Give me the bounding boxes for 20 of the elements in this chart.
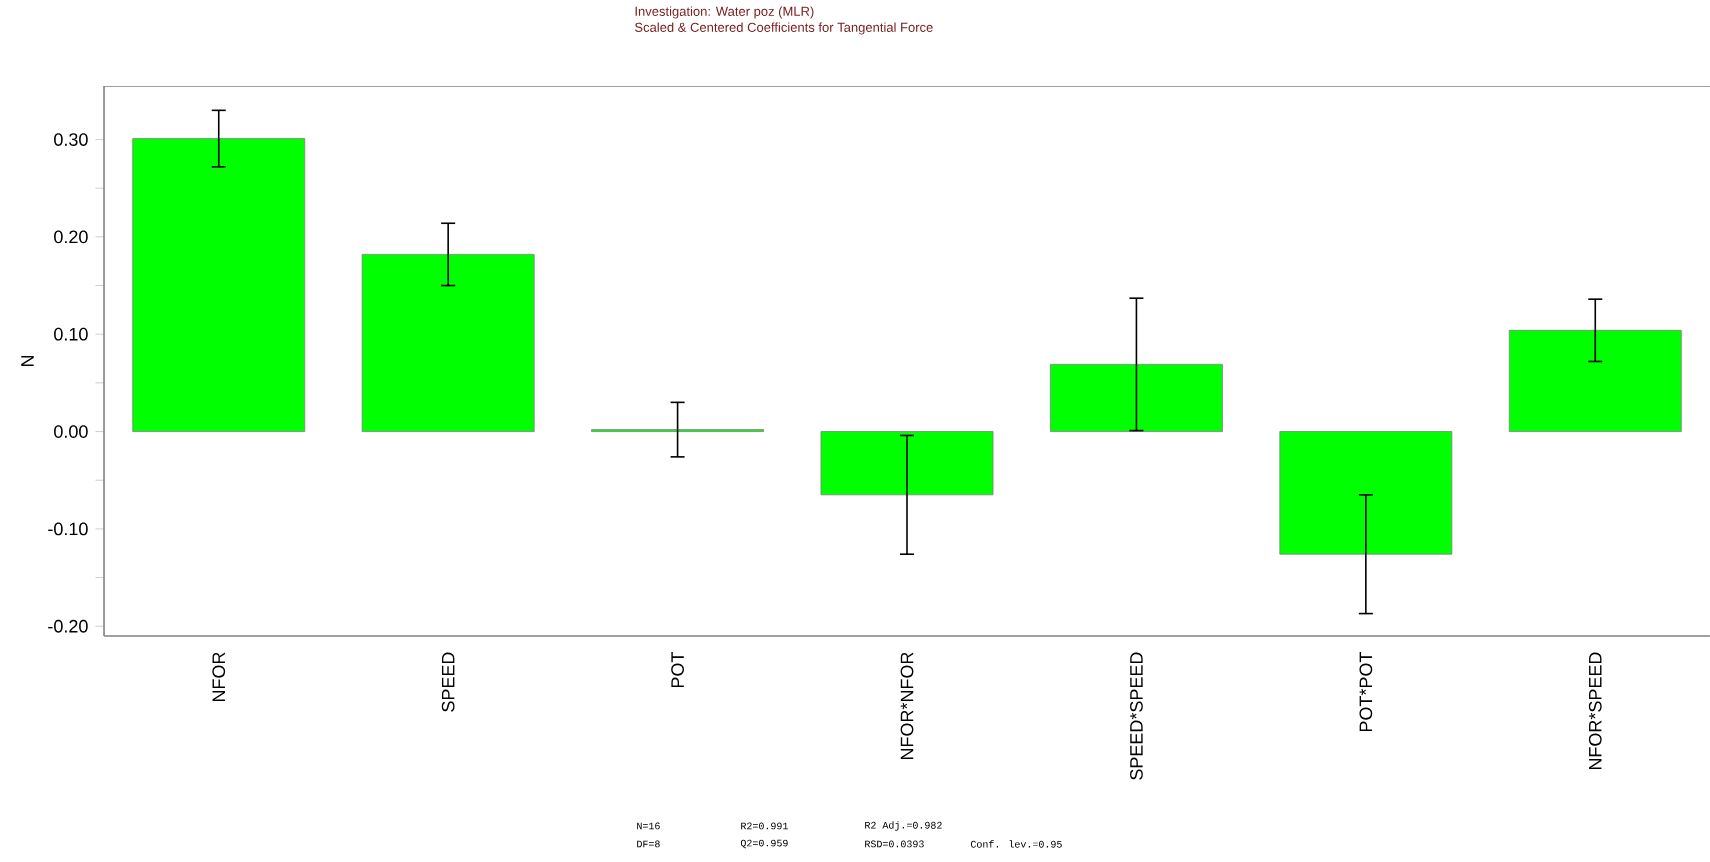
y-tick-label: 0.20 bbox=[54, 230, 88, 244]
y-tick-label: -0.20 bbox=[48, 619, 88, 633]
x-tick-label: NFOR bbox=[212, 652, 226, 702]
y-axis-title: N bbox=[21, 355, 34, 367]
bar bbox=[1049, 363, 1223, 432]
x-tick-label: SPEED*SPEED bbox=[1130, 652, 1143, 780]
bar bbox=[132, 138, 306, 432]
y-tick-label: 0.30 bbox=[54, 133, 88, 146]
x-tick-label: SPEED bbox=[441, 652, 455, 712]
x-tick-label: POT*POT bbox=[1359, 652, 1373, 732]
bar bbox=[1508, 329, 1682, 432]
y-tick-label: 0.00 bbox=[54, 425, 88, 438]
y-tick-label: 0.10 bbox=[54, 327, 88, 341]
bar bbox=[1279, 431, 1453, 555]
x-tick-label: POT bbox=[671, 652, 684, 688]
bar bbox=[820, 431, 994, 496]
bar bbox=[361, 253, 535, 432]
x-tick-label: NFOR*NFOR bbox=[900, 652, 914, 760]
y-tick-label: -0.10 bbox=[48, 522, 88, 536]
x-tick-label: NFOR*SPEED bbox=[1588, 652, 1602, 770]
